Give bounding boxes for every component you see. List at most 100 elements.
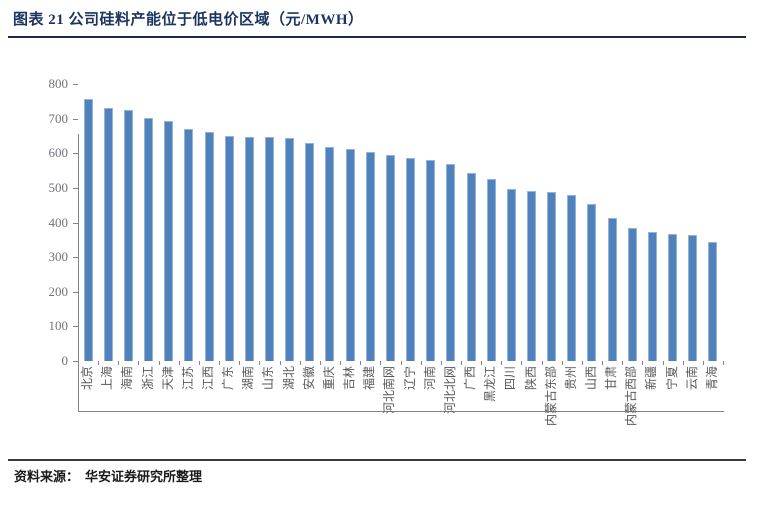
bar [144, 118, 153, 361]
bottom-divider-line [8, 459, 746, 461]
x-tick [501, 361, 502, 365]
bar [184, 129, 193, 361]
x-label: 安徽 [302, 366, 316, 391]
x-label: 海南 [120, 366, 134, 391]
x-tick [138, 361, 139, 365]
y-label: 200 [48, 283, 69, 299]
x-label: 陕西 [524, 366, 538, 391]
bar-chart: 0 100 200 300 400 500 600 700 800 北京 上海 海南 浙江 天津 江苏 江西… [0, 50, 761, 450]
bar [487, 179, 496, 361]
x-tick [300, 361, 301, 365]
y-tick [73, 153, 78, 155]
x-tick [582, 361, 583, 365]
x-label: 重庆 [322, 366, 336, 391]
x-label: 辽宁 [403, 366, 417, 391]
source-text: 华安证券研究所整理 [85, 469, 203, 484]
y-tick [73, 222, 78, 224]
y-tick [73, 118, 78, 120]
y-label: 0 [61, 353, 69, 368]
source-label: 资料来源： [14, 469, 80, 484]
y-tick [73, 84, 78, 85]
x-tick [602, 361, 603, 365]
y-label: 100 [48, 318, 69, 334]
bar [265, 137, 274, 361]
bar [587, 204, 596, 361]
x-tick [562, 361, 563, 365]
x-label: 河北南网 [382, 366, 396, 415]
bar [507, 189, 516, 361]
x-tick [380, 361, 381, 365]
x-tick [360, 361, 361, 365]
x-label: 甘肃 [604, 366, 618, 391]
bar [668, 234, 677, 361]
y-tick [73, 326, 78, 328]
x-tick [642, 361, 643, 365]
x-tick [179, 361, 180, 365]
x-label: 山西 [584, 366, 598, 391]
bar [406, 158, 415, 361]
bar [346, 149, 355, 361]
x-label: 云南 [685, 366, 699, 391]
y-tick [73, 291, 78, 293]
x-tick [441, 361, 442, 365]
bar [245, 137, 254, 361]
x-label: 北京 [80, 366, 94, 391]
x-label: 贵州 [564, 366, 578, 391]
bar [305, 143, 314, 361]
bar [124, 110, 133, 361]
x-label: 江西 [201, 366, 215, 391]
y-label: 400 [48, 214, 69, 230]
x-label: 天津 [161, 366, 175, 391]
x-tick [219, 361, 220, 365]
y-axis-line [78, 134, 79, 412]
y-label: 600 [48, 145, 69, 161]
x-label: 湖南 [241, 366, 255, 391]
bar [84, 99, 93, 361]
y-tick [73, 257, 78, 259]
title-divider-line [8, 36, 746, 38]
x-tick [199, 361, 200, 365]
x-label: 福建 [362, 366, 376, 391]
x-tick [683, 361, 684, 365]
x-label: 四川 [503, 366, 517, 391]
bar [628, 228, 637, 361]
bar [386, 155, 395, 361]
x-tick [280, 361, 281, 365]
x-label: 浙江 [141, 366, 155, 391]
x-tick [340, 361, 341, 365]
bar [567, 195, 576, 361]
bar [708, 242, 717, 361]
bar [205, 132, 214, 361]
y-label: 800 [48, 76, 69, 91]
x-tick [703, 361, 704, 365]
x-label: 吉林 [342, 366, 356, 391]
x-label: 广西 [463, 366, 477, 391]
x-label: 青海 [705, 366, 719, 391]
x-label: 内蒙古西部 [624, 366, 638, 427]
bar [325, 147, 334, 361]
bar [608, 218, 617, 361]
bar [164, 121, 173, 361]
bar [225, 136, 234, 361]
bar [426, 160, 435, 361]
x-tick [421, 361, 422, 365]
x-label: 黑龙江 [483, 366, 497, 403]
y-label: 300 [48, 249, 69, 265]
x-tick [723, 361, 724, 365]
bar [648, 232, 657, 361]
x-tick [461, 361, 462, 365]
bar [547, 192, 556, 361]
x-tick [78, 361, 79, 365]
x-label: 河北北网 [443, 366, 457, 415]
y-label: 500 [48, 179, 69, 195]
bar [366, 152, 375, 361]
x-label: 湖北 [282, 366, 296, 391]
x-tick [521, 361, 522, 365]
x-tick [663, 361, 664, 365]
x-tick [118, 361, 119, 365]
y-tick [73, 187, 78, 189]
bar [467, 173, 476, 361]
bar [104, 108, 113, 361]
x-label: 山东 [261, 366, 275, 391]
